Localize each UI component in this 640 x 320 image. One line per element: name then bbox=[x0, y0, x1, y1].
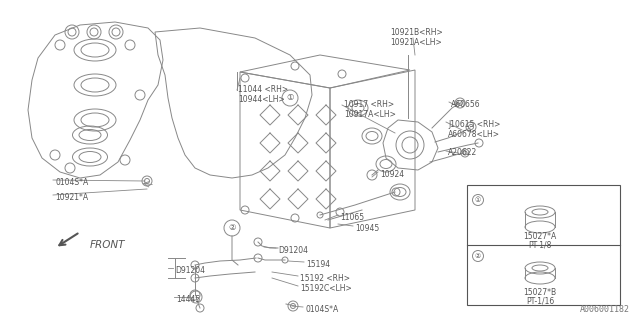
Text: A60678<LH>: A60678<LH> bbox=[448, 130, 500, 139]
Text: 10917A<LH>: 10917A<LH> bbox=[344, 110, 396, 119]
Text: 10917 <RH>: 10917 <RH> bbox=[344, 100, 394, 109]
Text: A60656: A60656 bbox=[451, 100, 481, 109]
Text: 14445: 14445 bbox=[176, 295, 200, 304]
Text: ①: ① bbox=[475, 197, 481, 203]
Text: A006001182: A006001182 bbox=[580, 305, 630, 314]
Text: ①: ① bbox=[286, 93, 294, 102]
Text: PT-1/8: PT-1/8 bbox=[528, 241, 552, 250]
Bar bbox=[467, 185, 620, 305]
Text: 10921*A: 10921*A bbox=[55, 193, 88, 202]
Text: 15192C<LH>: 15192C<LH> bbox=[300, 284, 352, 293]
Text: 11065: 11065 bbox=[340, 213, 364, 222]
Text: ②: ② bbox=[475, 253, 481, 259]
Text: A20622: A20622 bbox=[448, 148, 477, 157]
Text: 15194: 15194 bbox=[306, 260, 330, 269]
Text: FRONT: FRONT bbox=[90, 240, 125, 250]
Text: PT-1/16: PT-1/16 bbox=[526, 297, 554, 306]
Text: 10924: 10924 bbox=[380, 170, 404, 179]
Text: D91204: D91204 bbox=[175, 266, 205, 275]
Text: 10944<LH>: 10944<LH> bbox=[238, 95, 285, 104]
Text: 11044 <RH>: 11044 <RH> bbox=[238, 85, 288, 94]
Text: D91204: D91204 bbox=[278, 246, 308, 255]
Text: 0104S*A: 0104S*A bbox=[55, 178, 88, 187]
Text: 10921A<LH>: 10921A<LH> bbox=[390, 38, 442, 47]
Text: ②: ② bbox=[228, 223, 236, 233]
Text: 10921B<RH>: 10921B<RH> bbox=[390, 28, 443, 37]
Text: 0104S*A: 0104S*A bbox=[305, 305, 339, 314]
Text: J10615 <RH>: J10615 <RH> bbox=[448, 120, 500, 129]
Text: 10945: 10945 bbox=[355, 224, 380, 233]
Text: 15027*B: 15027*B bbox=[524, 288, 557, 297]
Text: 15192 <RH>: 15192 <RH> bbox=[300, 274, 350, 283]
Text: 15027*A: 15027*A bbox=[524, 232, 557, 241]
